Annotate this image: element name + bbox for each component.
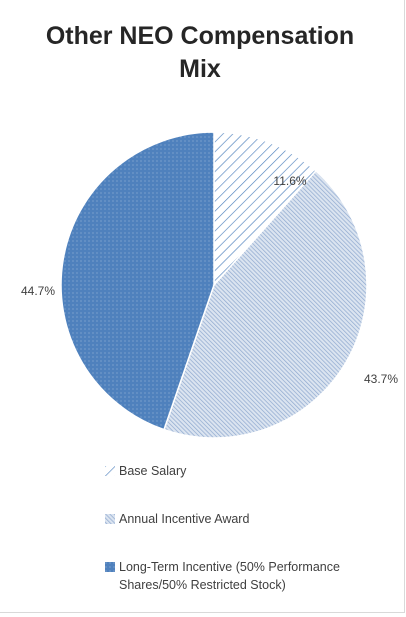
legend-swatch-long-term-incentive — [105, 562, 115, 572]
chart-title-line-2: Mix — [179, 55, 221, 83]
legend-item-base-salary: Base Salary — [105, 462, 395, 480]
legend-label-base-salary: Base Salary — [119, 464, 187, 478]
legend-item-annual-incentive: Annual Incentive Award — [105, 510, 395, 528]
chart-title: Other NEO Compensation Mix — [0, 20, 400, 86]
legend-item-long-term-incentive: Long-Term Incentive (50% Performance Sha… — [105, 558, 395, 594]
pie-slice-long-term-incentive — [60, 131, 215, 431]
data-label-annual-incentive: 43.7% — [364, 372, 398, 386]
pie-slice-base-salary — [213, 131, 317, 287]
legend-swatch-base-salary — [105, 466, 115, 476]
pie-slice-annual-incentive — [163, 169, 368, 439]
legend-label-annual-incentive: Annual Incentive Award — [119, 512, 250, 526]
legend-label-long-term-incentive: Long-Term Incentive (50% Performance Sha… — [119, 560, 340, 592]
legend: Base Salary Annual Incentive Award Long-… — [105, 462, 395, 594]
chart-title-line-1: Other NEO Compensation — [45, 22, 355, 50]
legend-swatch-annual-incentive — [105, 514, 115, 524]
data-label-long-term-incentive: 44.7% — [21, 284, 55, 298]
data-label-base-salary: 11.6% — [273, 174, 306, 188]
